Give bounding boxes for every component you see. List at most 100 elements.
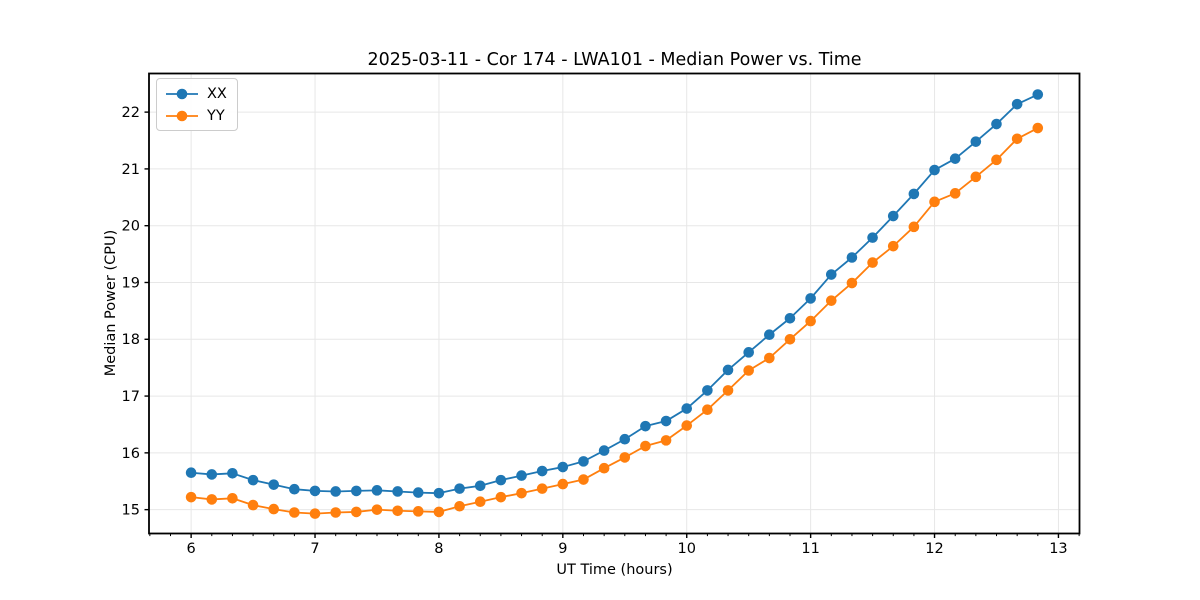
data-point-YY xyxy=(640,440,651,452)
data-point-XX xyxy=(309,485,321,497)
data-point-XX xyxy=(536,465,548,477)
data-point-XX xyxy=(640,420,651,432)
data-point-YY xyxy=(929,196,940,208)
data-point-YY xyxy=(392,505,403,517)
data-point-XX xyxy=(495,474,507,486)
series-line-XX xyxy=(191,93,1039,495)
data-point-YY xyxy=(371,504,383,515)
data-point-YY xyxy=(351,506,362,518)
data-point-XX xyxy=(784,312,796,324)
data-point-XX xyxy=(268,479,280,490)
y-tick-label: 21 xyxy=(122,162,140,178)
data-point-YY xyxy=(309,508,321,519)
data-point-YY xyxy=(619,452,631,463)
data-point-XX xyxy=(970,136,982,147)
legend-entry-YY: YY xyxy=(165,106,227,125)
data-point-YY xyxy=(1011,133,1023,145)
y-axis-label: Median Power (CPU) xyxy=(103,229,119,377)
legend: XX YY xyxy=(156,78,238,131)
data-point-XX xyxy=(433,487,445,499)
y-tick-label: 17 xyxy=(122,389,140,405)
data-point-XX xyxy=(454,483,465,494)
x-tick-label: 12 xyxy=(925,541,943,557)
data-point-YY xyxy=(206,494,218,505)
data-point-XX xyxy=(412,487,424,498)
x-tick-label: 9 xyxy=(558,541,567,557)
data-point-YY xyxy=(516,487,527,499)
data-point-YY xyxy=(247,499,259,511)
data-point-YY xyxy=(495,491,507,503)
x-tick-label: 8 xyxy=(434,541,443,557)
data-point-YY xyxy=(805,315,816,327)
data-point-YY xyxy=(412,506,424,517)
data-point-YY xyxy=(887,240,899,252)
data-point-YY xyxy=(268,503,280,515)
x-tick-label: 6 xyxy=(187,541,196,557)
data-point-XX xyxy=(598,445,610,456)
data-point-YY xyxy=(702,404,713,415)
data-point-XX xyxy=(681,403,693,414)
data-point-XX xyxy=(764,329,775,341)
y-tick-label: 22 xyxy=(122,105,140,121)
data-point-XX xyxy=(887,210,899,222)
data-point-XX xyxy=(185,467,197,479)
x-tick-label: 13 xyxy=(1049,541,1067,557)
data-point-YY xyxy=(743,365,754,376)
y-tick-label: 20 xyxy=(122,219,140,235)
legend-marker-icon xyxy=(166,110,198,121)
data-point-YY xyxy=(557,478,569,490)
data-point-YY xyxy=(227,492,238,504)
data-point-YY xyxy=(722,385,734,396)
data-point-XX xyxy=(619,433,631,445)
data-point-XX xyxy=(722,364,734,376)
data-point-XX xyxy=(392,486,403,497)
data-point-XX xyxy=(929,164,940,176)
data-point-XX xyxy=(474,480,486,492)
data-point-XX xyxy=(351,485,362,497)
data-point-XX xyxy=(371,485,383,496)
data-point-XX xyxy=(557,461,569,473)
data-point-XX xyxy=(991,118,1002,130)
data-point-XX xyxy=(516,470,527,481)
data-point-XX xyxy=(949,153,961,164)
data-point-XX xyxy=(1032,89,1044,100)
x-tick-label: 11 xyxy=(801,541,819,557)
data-point-XX xyxy=(908,188,920,200)
legend-label: YY xyxy=(207,107,225,124)
data-point-XX xyxy=(578,456,589,467)
data-point-XX xyxy=(805,293,816,304)
data-point-XX xyxy=(227,468,238,479)
data-point-YY xyxy=(1032,122,1044,134)
data-point-YY xyxy=(867,257,878,268)
data-point-YY xyxy=(846,277,858,289)
data-point-YY xyxy=(330,507,341,518)
data-point-YY xyxy=(433,506,445,518)
data-point-YY xyxy=(949,188,961,199)
data-point-YY xyxy=(825,295,837,306)
data-point-YY xyxy=(289,507,300,518)
x-tick-label: 10 xyxy=(678,541,696,557)
series-line-YY xyxy=(191,127,1039,515)
data-point-XX xyxy=(330,486,341,497)
data-point-XX xyxy=(247,474,259,486)
data-point-YY xyxy=(185,491,197,503)
data-point-XX xyxy=(743,347,754,358)
axes-frame xyxy=(148,72,1081,535)
x-tick-label: 7 xyxy=(310,541,319,557)
data-point-YY xyxy=(578,474,589,485)
legend-label: XX xyxy=(207,85,227,102)
y-tick-label: 19 xyxy=(122,275,140,291)
y-tick-label: 18 xyxy=(122,332,140,348)
y-tick-label: 16 xyxy=(122,446,140,462)
data-point-YY xyxy=(991,154,1002,166)
data-point-XX xyxy=(825,269,837,280)
legend-entry-XX: XX xyxy=(165,84,227,103)
data-point-YY xyxy=(970,171,982,183)
legend-marker-icon xyxy=(166,88,198,99)
data-point-YY xyxy=(536,483,548,494)
data-point-XX xyxy=(660,415,672,427)
data-point-YY xyxy=(681,420,693,431)
data-point-YY xyxy=(598,462,610,474)
